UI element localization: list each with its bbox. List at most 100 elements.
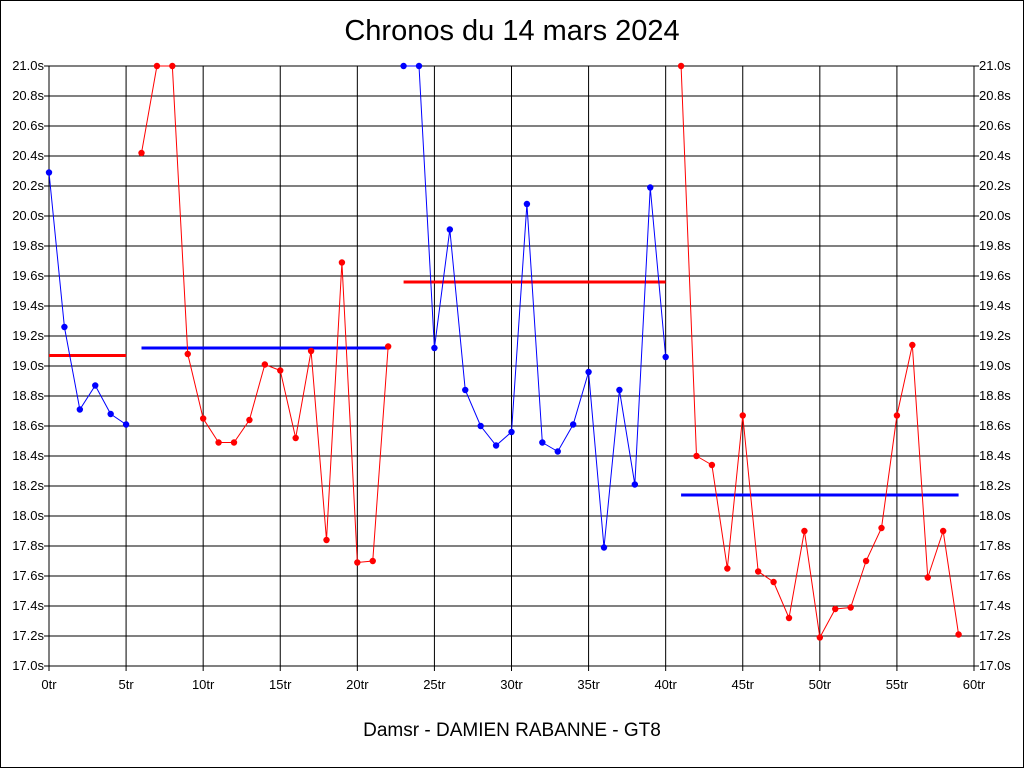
y-tick-label: 18.2s: [979, 478, 1011, 493]
y-tick-label: 19.8s: [12, 238, 44, 253]
x-tick-label: 60tr: [963, 677, 986, 692]
data-point: [785, 614, 793, 622]
data-point: [415, 62, 423, 70]
data-point: [199, 415, 207, 422]
y-tick-label: 17.2s: [979, 628, 1011, 643]
y-tick-label: 19.4s: [12, 298, 44, 313]
grid-lines: [48, 65, 975, 667]
y-tick-label: 18.6s: [979, 418, 1011, 433]
data-point: [138, 149, 145, 157]
y-tick-label: 17.6s: [979, 568, 1011, 583]
data-point: [400, 62, 407, 70]
data-point: [338, 259, 346, 266]
y-tick-label: 19.6s: [979, 268, 1011, 283]
y-tick-label: 18.0s: [979, 508, 1011, 523]
data-point: [477, 422, 484, 430]
y-tick-label: 17.6s: [12, 568, 44, 583]
x-tick-label: 30tr: [500, 677, 523, 692]
y-tick-label: 19.6s: [12, 268, 44, 283]
data-point: [955, 631, 962, 638]
y-tick-label: 18.8s: [12, 388, 44, 403]
data-point: [832, 605, 839, 613]
data-point: [354, 559, 361, 566]
y-tick-label: 20.4s: [12, 148, 44, 163]
y-tick-label: 18.2s: [12, 478, 44, 493]
y-tick-label: 20.0s: [12, 208, 44, 223]
y-tick-label: 17.0s: [12, 658, 44, 673]
x-tick-label: 50tr: [809, 677, 832, 692]
data-point: [492, 442, 500, 449]
data-point: [523, 200, 531, 208]
data-point: [122, 421, 130, 428]
data-point: [277, 367, 284, 374]
data-point: [616, 386, 623, 394]
data-point: [76, 406, 84, 413]
y-tick-label: 17.2s: [12, 628, 44, 643]
data-point: [924, 574, 931, 581]
y-tick-label: 17.4s: [979, 598, 1011, 613]
x-axis: 0tr 5tr 10tr 15tr 20tr 25tr 30tr 35tr 40tr 45tr 50…: [41, 666, 986, 692]
y-tick-label: 18.8s: [979, 388, 1011, 403]
y-tick-label: 20.6s: [12, 118, 44, 133]
y-tick-label: 19.2s: [12, 328, 44, 343]
y-tick-label: 20.2s: [979, 178, 1011, 193]
data-point: [939, 527, 947, 535]
data-point: [600, 544, 608, 551]
data-point: [862, 557, 870, 565]
y-axis-right: 17.0s 17.2s 17.4s 17.6s 17.8s 18.0s 18.2s 18.4s…: [974, 58, 1011, 673]
y-tick-label: 19.2s: [979, 328, 1011, 343]
data-point: [446, 226, 454, 233]
y-tick-label: 20.6s: [979, 118, 1011, 133]
data-point: [909, 341, 916, 349]
y-tick-label: 18.6s: [12, 418, 44, 433]
data-point: [384, 343, 392, 350]
data-point: [631, 481, 639, 488]
data-point: [816, 634, 824, 641]
data-point: [215, 439, 222, 446]
data-point: [801, 527, 808, 535]
data-point: [662, 353, 669, 361]
y-tick-label: 17.4s: [12, 598, 44, 613]
data-point: [770, 578, 777, 586]
y-tick-label: 17.8s: [12, 538, 44, 553]
data-point: [292, 434, 299, 442]
y-tick-label: 18.4s: [12, 448, 44, 463]
x-tick-label: 45tr: [732, 677, 755, 692]
series-points: [45, 62, 962, 641]
y-tick-label: 18.0s: [12, 508, 44, 523]
data-point: [184, 350, 191, 358]
data-point: [569, 421, 577, 428]
x-tick-label: 40tr: [654, 677, 677, 692]
data-point: [585, 368, 592, 376]
data-point: [878, 524, 885, 532]
y-tick-label: 19.8s: [979, 238, 1011, 253]
data-point: [431, 344, 438, 352]
data-point: [554, 448, 561, 455]
data-point: [539, 439, 546, 446]
data-point: [708, 461, 716, 469]
data-point: [508, 428, 515, 436]
x-tick-label: 20tr: [346, 677, 369, 692]
x-tick-label: 15tr: [269, 677, 292, 692]
data-point: [230, 439, 238, 446]
chart-title: Chronos du 14 mars 2024: [344, 15, 680, 47]
series-line: [141, 65, 389, 564]
series-line: [48, 172, 127, 425]
data-point: [462, 386, 469, 394]
data-point: [754, 568, 762, 575]
data-point: [246, 416, 253, 424]
data-point: [693, 452, 700, 460]
data-point: [45, 169, 53, 176]
y-tick-label: 20.8s: [979, 88, 1011, 103]
x-tick-label: 10tr: [192, 677, 215, 692]
data-point: [847, 604, 854, 611]
average-lines: [49, 280, 959, 497]
y-tick-label: 19.0s: [12, 358, 44, 373]
data-point: [369, 557, 376, 565]
y-tick-label: 21.0s: [12, 58, 44, 73]
y-tick-label: 17.8s: [979, 538, 1011, 553]
y-tick-label: 20.8s: [12, 88, 44, 103]
y-tick-label: 17.0s: [979, 658, 1011, 673]
y-tick-label: 19.0s: [979, 358, 1011, 373]
